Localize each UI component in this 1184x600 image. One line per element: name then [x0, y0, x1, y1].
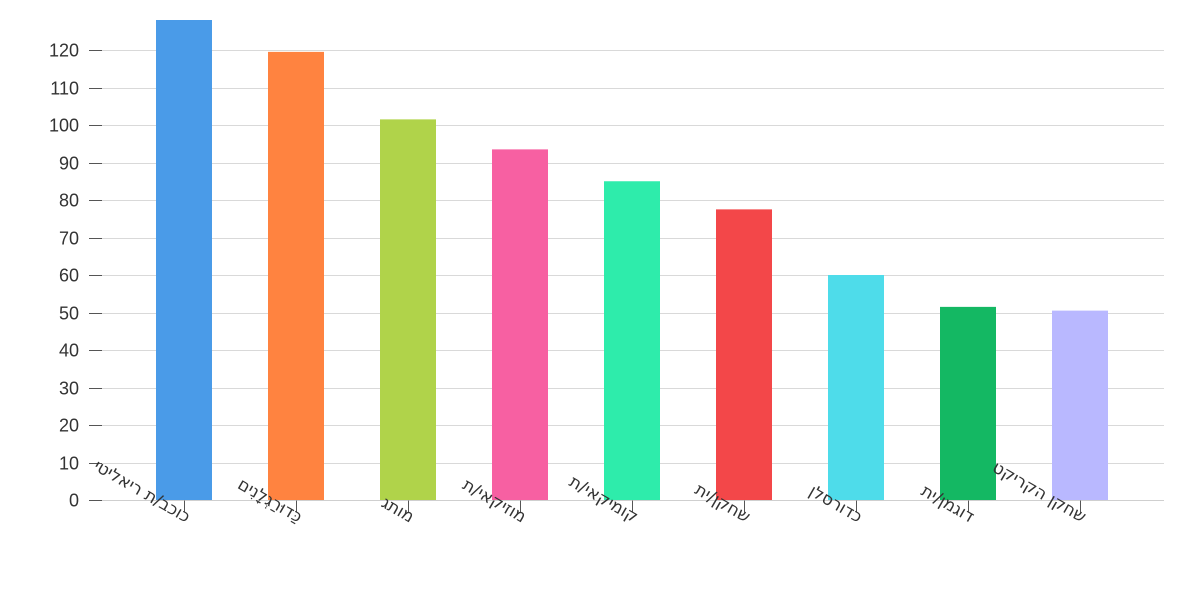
- axes: [89, 50, 1164, 513]
- y-axis-tick-labels: 0 10 20 30 40 50 60 70 80 90 100 110 120: [49, 41, 79, 511]
- y-tick-label: 70: [59, 229, 79, 249]
- bar[interactable]: [268, 51, 324, 500]
- y-tick-label: 90: [59, 154, 79, 174]
- y-tick-label: 60: [59, 266, 79, 286]
- y-tick-label: 50: [59, 304, 79, 324]
- bar[interactable]: [828, 275, 884, 500]
- bar[interactable]: [156, 20, 212, 500]
- y-tick-label: 120: [49, 41, 79, 61]
- bar[interactable]: [492, 149, 548, 500]
- y-tick-label: 80: [59, 191, 79, 211]
- bars: [156, 20, 1108, 500]
- bar[interactable]: [716, 209, 772, 500]
- x-axis-tick-labels: כוכב/ת ריאליטי כַּדוּרַגְלָנִים מותג מוזיקא…: [90, 456, 1089, 527]
- y-tick-label: 30: [59, 379, 79, 399]
- y-tick-label: 20: [59, 416, 79, 436]
- y-tick-label: 0: [69, 491, 79, 511]
- bar[interactable]: [604, 181, 660, 500]
- y-tick-label: 100: [49, 116, 79, 136]
- bar[interactable]: [1052, 310, 1108, 500]
- y-tick-label: 110: [50, 79, 79, 99]
- bar[interactable]: [940, 306, 996, 500]
- bar[interactable]: [380, 119, 436, 500]
- y-tick-label: 10: [59, 454, 79, 474]
- y-tick-label: 40: [59, 341, 79, 361]
